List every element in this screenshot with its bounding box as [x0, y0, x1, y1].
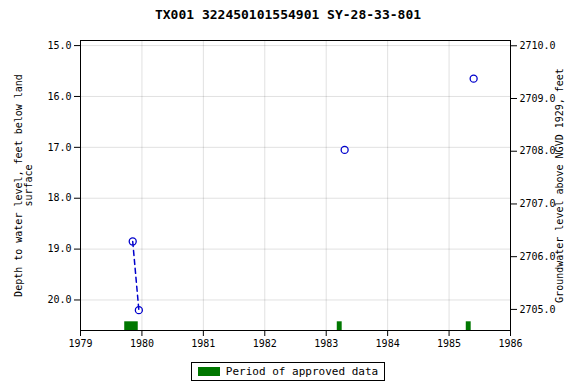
- svg-text:2709.0: 2709.0: [520, 93, 556, 104]
- svg-text:2710.0: 2710.0: [520, 40, 556, 51]
- svg-text:Depth to water level, feet bel: Depth to water level, feet below landsur…: [13, 74, 34, 297]
- svg-text:2706.0: 2706.0: [520, 251, 556, 262]
- svg-text:20.0: 20.0: [47, 294, 71, 305]
- svg-text:1979: 1979: [68, 338, 92, 349]
- html-text:TX001 322450101554901 SY-28-33: TX001 322450101554901 SY-28-33-801: [154, 7, 421, 22]
- svg-text:1984: 1984: [376, 338, 400, 349]
- svg-text:17.0: 17.0: [47, 142, 71, 153]
- svg-text:1981: 1981: [191, 338, 215, 349]
- svg-text:1986: 1986: [498, 338, 522, 349]
- svg-text:18.0: 18.0: [47, 192, 71, 203]
- svg-text:Groundwater level above NGVD 1: Groundwater level above NGVD 1929, feet: [554, 68, 565, 303]
- svg-text:1983: 1983: [314, 338, 338, 349]
- svg-text:2705.0: 2705.0: [520, 304, 556, 315]
- svg-text:1982: 1982: [253, 338, 277, 349]
- svg-text:1980: 1980: [130, 338, 154, 349]
- svg-text:2707.0: 2707.0: [520, 198, 556, 209]
- svg-text:19.0: 19.0: [47, 243, 71, 254]
- svg-text:15.0: 15.0: [47, 40, 71, 51]
- html-text:Period of approved data: Period of approved data: [225, 364, 379, 378]
- svg-text:2708.0: 2708.0: [520, 145, 556, 156]
- svg-text:16.0: 16.0: [47, 91, 71, 102]
- svg-text:1985: 1985: [437, 338, 461, 349]
